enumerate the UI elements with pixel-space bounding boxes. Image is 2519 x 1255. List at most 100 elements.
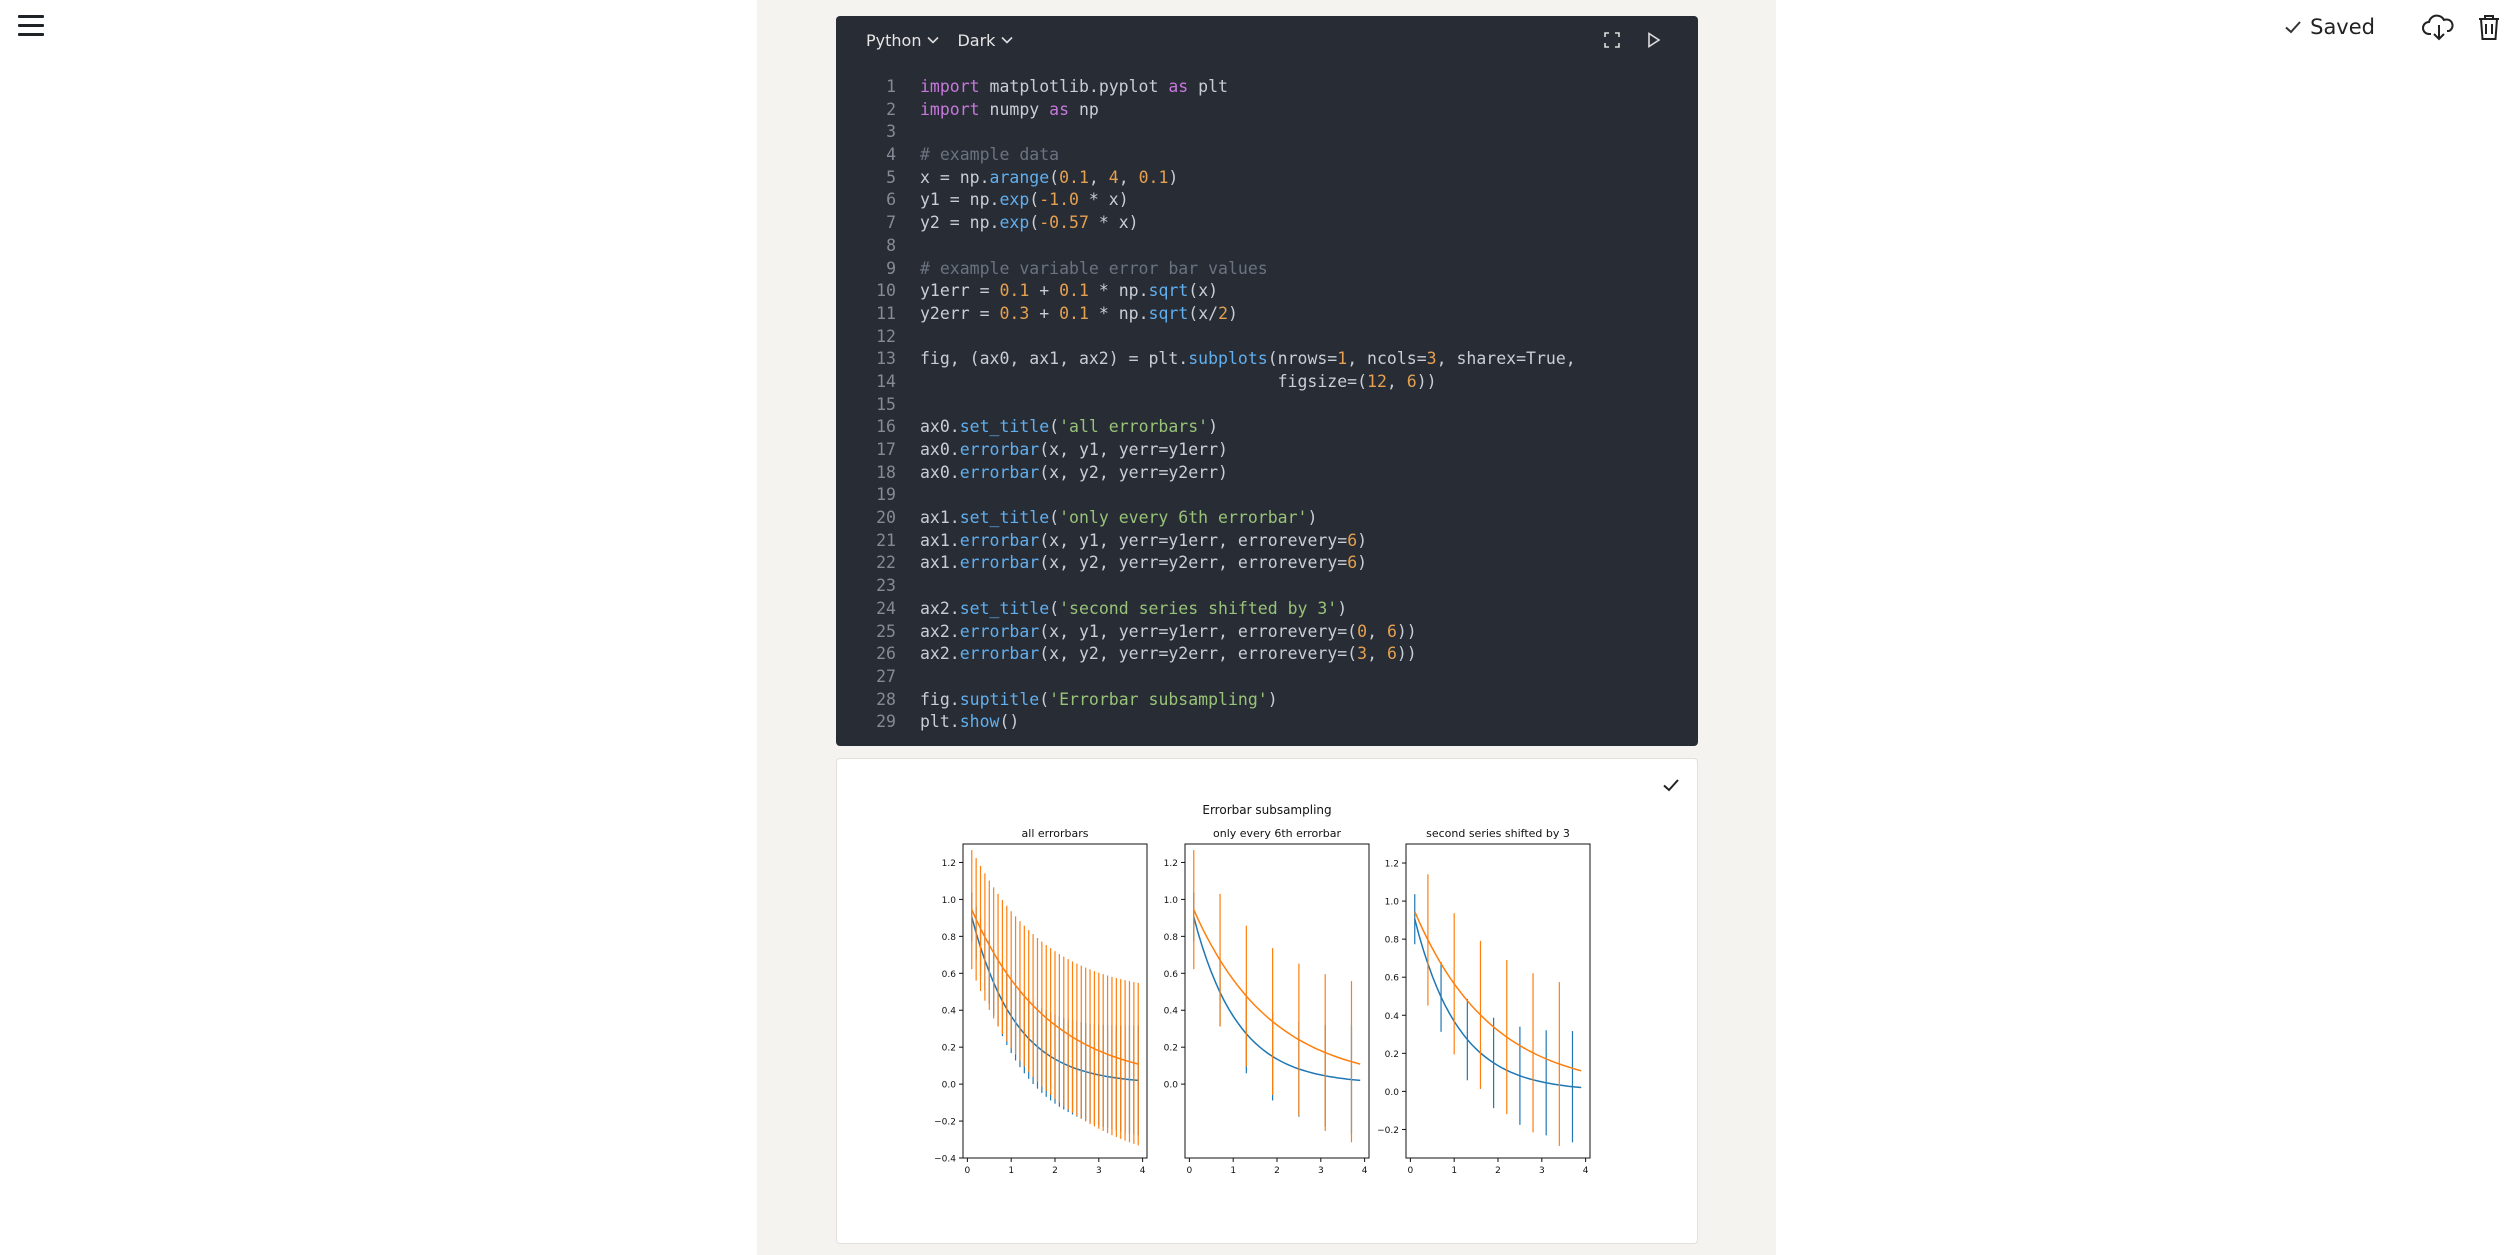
code-token: 0.1 <box>999 281 1030 301</box>
code-token: 'only every 6th errorbar' <box>1059 508 1308 528</box>
code-token: 0.1 <box>1059 167 1089 187</box>
run-icon[interactable] <box>1644 30 1664 50</box>
code-line[interactable]: 22 ax1.errorbar(x, y2, yerr=y2err, errore… <box>836 552 1698 575</box>
code-token: -1.0 <box>1039 190 1079 210</box>
code-token: * np. <box>1088 303 1149 323</box>
code-line[interactable]: 6 y1 = np.exp(-1.0 * x) <box>836 189 1698 212</box>
code-token: 0.1 <box>1059 303 1089 323</box>
code-token: import <box>920 77 980 96</box>
code-area[interactable]: 1 import matplotlib.pyplot as plt 2 import … <box>836 76 1698 734</box>
code-line[interactable]: 15 <box>836 394 1698 417</box>
code-line[interactable]: 23 <box>836 575 1698 598</box>
code-token: ( <box>1049 167 1060 187</box>
x-tick-label: 0 <box>965 1166 971 1176</box>
code-token: 'all errorbars' <box>1059 417 1209 437</box>
code-token: (x, y1, yerr=y1err, errorevery=( <box>1039 621 1358 641</box>
line-number: 9 <box>886 258 896 278</box>
code-editor[interactable]: Python Dark 1 import matplotlib.pyplot as… <box>836 16 1698 746</box>
line-number: 20 <box>876 508 896 528</box>
theme-select[interactable]: Dark <box>957 31 1014 50</box>
code-line[interactable]: 25 ax2.errorbar(x, y1, yerr=y1err, errore… <box>836 621 1698 644</box>
code-line[interactable]: 8 <box>836 235 1698 258</box>
line-content: fig, (ax0, ax1, ax2) = plt.subplots(nrow… <box>896 348 1576 371</box>
y-tick-label: 1.0 <box>942 896 957 906</box>
y-tick-label: 1.2 <box>942 859 956 869</box>
code-token: + <box>1029 303 1060 323</box>
y-tick-label: 0.4 <box>1164 1007 1179 1017</box>
code-line[interactable]: 12 <box>836 326 1698 349</box>
plot-frame <box>1184 843 1370 1159</box>
code-token: errorbar <box>959 530 1040 550</box>
output-cell: Errorbar subsampling all errorbars 1.2 1.0 0… <box>836 758 1698 1244</box>
check-icon[interactable] <box>1661 775 1681 795</box>
code-line[interactable]: 20 ax1.set_title('only every 6th errorbar… <box>836 507 1698 530</box>
code-line[interactable]: 4 # example data <box>836 144 1698 167</box>
code-token: 'Errorbar subsampling' <box>1049 689 1268 709</box>
line-content: ax2.errorbar(x, y1, yerr=y1err, erroreve… <box>896 621 1417 644</box>
code-line[interactable]: 29 plt.show() <box>836 711 1698 734</box>
menu-icon[interactable] <box>16 12 46 38</box>
code-line[interactable]: 7 y2 = np.exp(-0.57 * x) <box>836 212 1698 235</box>
code-line[interactable]: 19 <box>836 484 1698 507</box>
code-line[interactable]: 10 y1err = 0.1 + 0.1 * np.sqrt(x) <box>836 280 1698 303</box>
code-line[interactable]: 17 ax0.errorbar(x, y1, yerr=y1err) <box>836 439 1698 462</box>
code-line[interactable]: 26 ax2.errorbar(x, y2, yerr=y2err, errore… <box>836 643 1698 666</box>
y-tick-label: 1.0 <box>1164 896 1179 906</box>
code-line[interactable]: 27 <box>836 666 1698 689</box>
code-line[interactable]: 14 figsize=(12, 6)) <box>836 371 1698 394</box>
line-number: 10 <box>876 281 896 301</box>
code-token: 0.3 <box>999 303 1030 323</box>
code-token: ax2. <box>920 621 960 641</box>
trash-icon[interactable] <box>2469 10 2509 44</box>
plot-frame <box>1405 843 1591 1159</box>
x-tick-label: 0 <box>1408 1166 1414 1176</box>
code-token: 'second series shifted by 3' <box>1059 598 1338 618</box>
chevron-down-icon <box>1001 36 1014 44</box>
x-tick-label: 1 <box>1008 1166 1014 1176</box>
x-tick-label: 0 <box>1187 1166 1193 1176</box>
code-token: ax1. <box>920 508 960 528</box>
code-token: )) <box>1396 621 1417 641</box>
code-token: + <box>1029 281 1060 301</box>
y-tick-label: 0.2 <box>1164 1044 1178 1054</box>
code-line[interactable]: 1 import matplotlib.pyplot as plt <box>836 76 1698 99</box>
code-token: ( <box>1029 190 1040 210</box>
saved-status: Saved <box>2284 15 2375 39</box>
code-token: 4 <box>1108 167 1119 187</box>
code-line[interactable]: 3 <box>836 121 1698 144</box>
code-line[interactable]: 16 ax0.set_title('all errorbars') <box>836 416 1698 439</box>
y-tick-label: 0.4 <box>942 1007 957 1017</box>
code-line[interactable]: 21 ax1.errorbar(x, y1, yerr=y1err, errore… <box>836 530 1698 553</box>
y-tick-label: −0.2 <box>934 1118 956 1128</box>
code-line[interactable]: 28 fig.suptitle('Errorbar subsampling') <box>836 689 1698 712</box>
code-token: -0.57 <box>1039 213 1089 233</box>
cloud-download-icon[interactable] <box>2419 10 2459 44</box>
code-token: 3 <box>1426 349 1437 369</box>
code-line[interactable]: 18 ax0.errorbar(x, y2, yerr=y2err) <box>836 462 1698 485</box>
code-token: plt <box>1188 77 1228 96</box>
line-content <box>896 484 920 507</box>
code-token: y1err = <box>920 281 1000 301</box>
code-line[interactable]: 24 ax2.set_title('second series shifted b… <box>836 598 1698 621</box>
y-tick-label: 0.6 <box>1164 970 1179 980</box>
line-content: y1err = 0.1 + 0.1 * np.sqrt(x) <box>896 280 1218 303</box>
chart-figure: Errorbar subsampling all errorbars 1.2 1.0 0… <box>934 803 1591 1176</box>
code-token: ) <box>1337 598 1348 618</box>
code-token: errorbar <box>959 440 1040 459</box>
line-content <box>896 575 920 598</box>
line-number: 5 <box>886 167 896 187</box>
code-line[interactable]: 9 # example variable error bar values <box>836 258 1698 281</box>
fullscreen-icon[interactable] <box>1602 30 1622 50</box>
code-line[interactable]: 11 y2err = 0.3 + 0.1 * np.sqrt(x/2) <box>836 303 1698 326</box>
x-tick-label: 3 <box>1096 1166 1102 1176</box>
code-line[interactable]: 2 import numpy as np <box>836 99 1698 122</box>
code-line[interactable]: 13 fig, (ax0, ax1, ax2) = plt.subplots(nr… <box>836 348 1698 371</box>
chevron-down-icon <box>927 36 940 44</box>
code-token: 6 <box>1347 553 1358 573</box>
y-tick-label: −0.4 <box>934 1155 956 1165</box>
line-content: ax0.errorbar(x, y2, yerr=y2err) <box>896 462 1228 485</box>
language-select[interactable]: Python <box>866 31 940 50</box>
code-token: as <box>1049 99 1070 119</box>
code-token: y1 = np. <box>920 190 1000 210</box>
